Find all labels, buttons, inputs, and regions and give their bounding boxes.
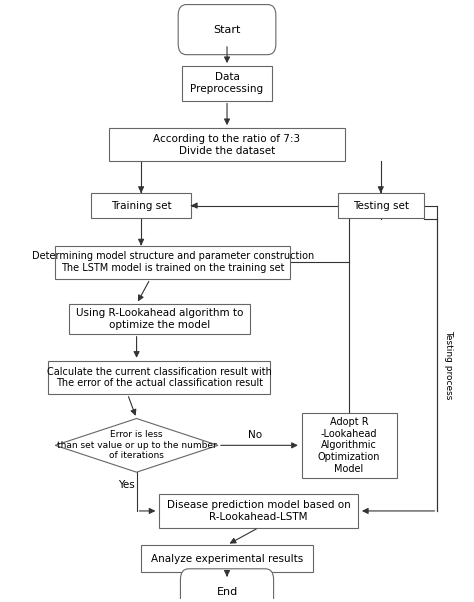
Text: Yes: Yes [118, 480, 135, 490]
FancyBboxPatch shape [48, 361, 270, 394]
FancyBboxPatch shape [159, 494, 358, 527]
Text: Testing process: Testing process [444, 330, 453, 399]
Text: No: No [248, 430, 262, 439]
Polygon shape [55, 418, 218, 472]
Text: Calculate the current classification result with
The error of the actual classif: Calculate the current classification res… [47, 367, 272, 388]
FancyBboxPatch shape [109, 128, 345, 161]
Text: According to the ratio of 7:3
Divide the dataset: According to the ratio of 7:3 Divide the… [154, 134, 301, 155]
Text: Training set: Training set [111, 200, 172, 211]
Text: Data
Preprocessing: Data Preprocessing [191, 72, 264, 94]
FancyBboxPatch shape [301, 412, 397, 478]
Text: End: End [217, 587, 237, 597]
FancyBboxPatch shape [178, 5, 276, 55]
FancyBboxPatch shape [338, 193, 424, 218]
Text: Adopt R
-Lookahead
Algorithmic
Optimization
Model: Adopt R -Lookahead Algorithmic Optimizat… [318, 417, 380, 474]
FancyBboxPatch shape [182, 66, 272, 101]
FancyBboxPatch shape [141, 545, 313, 573]
Text: Testing set: Testing set [353, 200, 409, 211]
Text: Disease prediction model based on
R-Lookahead-LSTM: Disease prediction model based on R-Look… [167, 500, 351, 522]
Text: Determining model structure and parameter construction
The LSTM model is trained: Determining model structure and paramete… [32, 252, 314, 273]
Text: Start: Start [213, 25, 241, 35]
Text: Error is less
than set value or up to the number
of iterations: Error is less than set value or up to th… [57, 430, 217, 461]
Text: Analyze experimental results: Analyze experimental results [151, 554, 303, 563]
FancyBboxPatch shape [181, 569, 273, 602]
FancyBboxPatch shape [91, 193, 191, 218]
Text: Using R-Lookahead algorithm to
optimize the model: Using R-Lookahead algorithm to optimize … [75, 308, 243, 330]
FancyBboxPatch shape [69, 304, 250, 334]
FancyBboxPatch shape [55, 246, 291, 279]
